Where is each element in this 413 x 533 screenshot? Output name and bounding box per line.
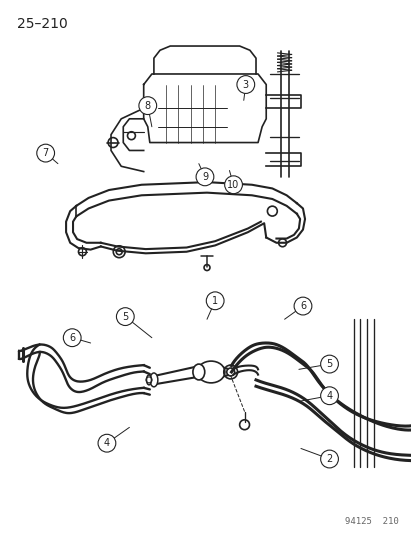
Circle shape <box>320 355 337 373</box>
Ellipse shape <box>150 373 157 387</box>
Ellipse shape <box>192 364 204 380</box>
Text: 4: 4 <box>326 391 332 401</box>
Ellipse shape <box>146 375 151 385</box>
Text: 1: 1 <box>211 296 218 306</box>
Text: 4: 4 <box>104 438 110 448</box>
Text: 94125  210: 94125 210 <box>344 517 398 526</box>
Circle shape <box>236 76 254 93</box>
Text: 10: 10 <box>227 180 239 190</box>
Text: 2: 2 <box>325 454 332 464</box>
Text: 9: 9 <box>202 172 207 182</box>
Text: 7: 7 <box>43 148 49 158</box>
Circle shape <box>98 434 116 452</box>
Text: 8: 8 <box>145 101 150 111</box>
Circle shape <box>320 387 337 405</box>
Text: 6: 6 <box>69 333 75 343</box>
Circle shape <box>37 144 55 162</box>
Circle shape <box>138 96 156 115</box>
Text: 6: 6 <box>299 301 305 311</box>
Ellipse shape <box>197 361 224 383</box>
Circle shape <box>293 297 311 315</box>
Text: 3: 3 <box>242 79 248 90</box>
Circle shape <box>320 450 337 468</box>
Text: 5: 5 <box>122 312 128 321</box>
Circle shape <box>206 292 223 310</box>
Text: 5: 5 <box>325 359 332 369</box>
Circle shape <box>196 168 214 185</box>
Text: 25–210: 25–210 <box>17 17 67 30</box>
Circle shape <box>116 308 134 326</box>
Circle shape <box>63 329 81 346</box>
Circle shape <box>224 176 242 193</box>
